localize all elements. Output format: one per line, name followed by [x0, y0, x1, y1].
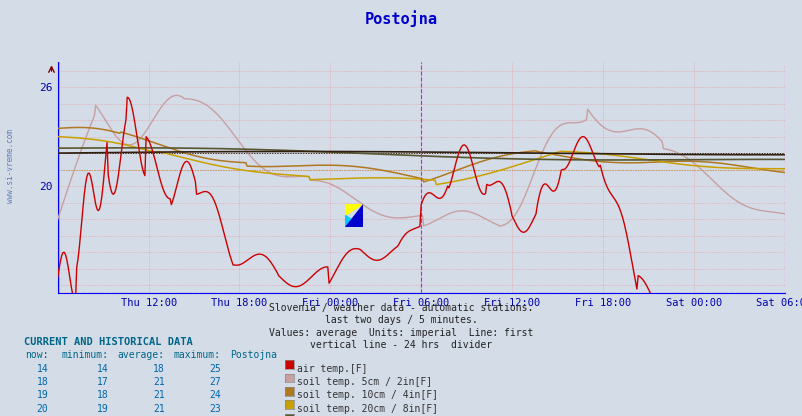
- Text: soil temp. 10cm / 4in[F]: soil temp. 10cm / 4in[F]: [297, 390, 438, 400]
- Text: 14: 14: [96, 364, 108, 374]
- Polygon shape: [345, 215, 363, 227]
- Text: average:: average:: [117, 350, 164, 360]
- Text: 25: 25: [209, 364, 221, 374]
- Text: 24: 24: [209, 390, 221, 400]
- Text: now:: now:: [25, 350, 48, 360]
- Text: Postojna: Postojna: [365, 10, 437, 27]
- Text: 21: 21: [152, 377, 164, 387]
- Text: 20: 20: [36, 404, 48, 414]
- Text: 14: 14: [36, 364, 48, 374]
- Text: last two days / 5 minutes.: last two days / 5 minutes.: [325, 315, 477, 325]
- Text: 19: 19: [36, 390, 48, 400]
- Text: soil temp. 20cm / 8in[F]: soil temp. 20cm / 8in[F]: [297, 404, 438, 414]
- Text: maximum:: maximum:: [173, 350, 221, 360]
- Text: www.si-vreme.com: www.si-vreme.com: [6, 129, 15, 203]
- Text: air temp.[F]: air temp.[F]: [297, 364, 367, 374]
- Text: Slovenia / weather data - automatic stations.: Slovenia / weather data - automatic stat…: [269, 303, 533, 313]
- Text: 27: 27: [209, 377, 221, 387]
- Polygon shape: [345, 204, 363, 215]
- Text: 21: 21: [152, 390, 164, 400]
- Text: 18: 18: [36, 377, 48, 387]
- Text: Postojna: Postojna: [229, 350, 277, 360]
- Text: 18: 18: [152, 364, 164, 374]
- Text: 19: 19: [96, 404, 108, 414]
- Text: CURRENT AND HISTORICAL DATA: CURRENT AND HISTORICAL DATA: [24, 337, 192, 347]
- Polygon shape: [345, 204, 363, 227]
- Text: soil temp. 5cm / 2in[F]: soil temp. 5cm / 2in[F]: [297, 377, 431, 387]
- Text: vertical line - 24 hrs  divider: vertical line - 24 hrs divider: [310, 340, 492, 350]
- Text: 21: 21: [152, 404, 164, 414]
- Text: 17: 17: [96, 377, 108, 387]
- Text: 18: 18: [96, 390, 108, 400]
- Text: minimum:: minimum:: [61, 350, 108, 360]
- Text: 23: 23: [209, 404, 221, 414]
- Text: Values: average  Units: imperial  Line: first: Values: average Units: imperial Line: fi…: [269, 328, 533, 338]
